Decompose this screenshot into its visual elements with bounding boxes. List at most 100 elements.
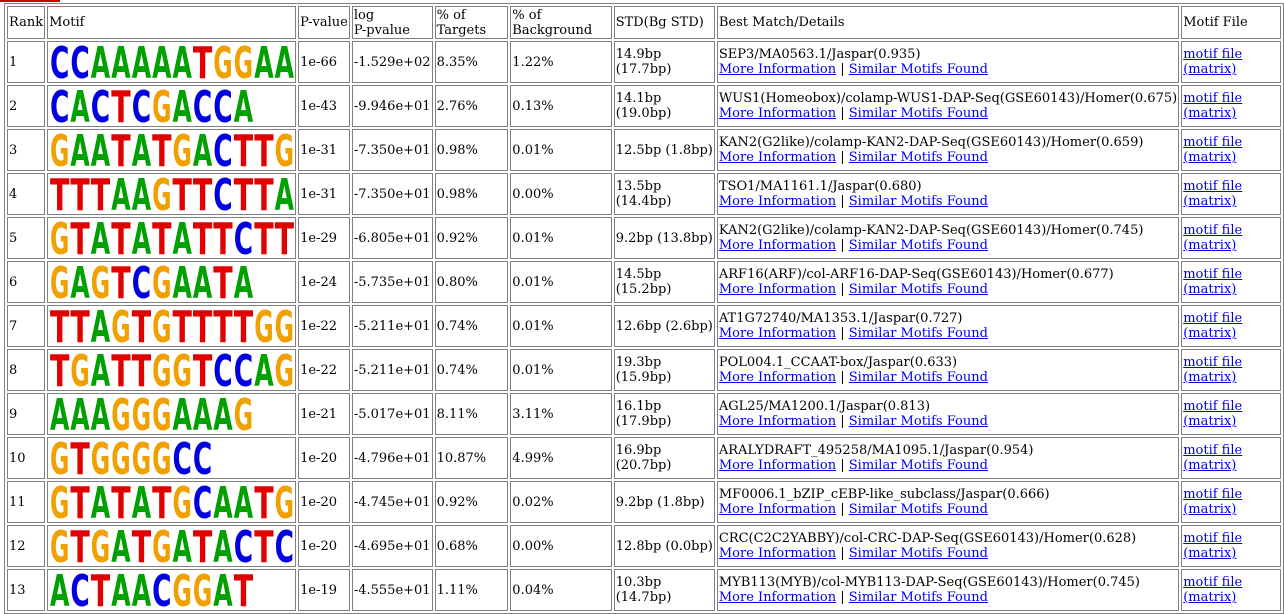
pvalue-cell: 1e-29 <box>298 217 350 259</box>
similar-motifs-link[interactable]: Similar Motifs Found <box>848 194 988 209</box>
motif-file-link[interactable]: motif file <box>1183 47 1243 62</box>
background-cell: 0.00% <box>510 525 612 567</box>
std-value: 13.5bp <box>615 179 662 194</box>
similar-motifs-link[interactable]: Similar Motifs Found <box>848 370 988 385</box>
logo-letter: G <box>152 526 171 566</box>
bg-std-value: (14.4bp) <box>615 194 672 209</box>
logo-letter: G <box>91 438 110 478</box>
best-match-cell: CRC(C2C2YABBY)/col-CRC-DAP-Seq(GSE60143)… <box>716 525 1180 567</box>
logo-letter: A <box>91 130 110 170</box>
similar-motifs-link[interactable]: Similar Motifs Found <box>848 590 988 605</box>
similar-motifs-link[interactable]: Similar Motifs Found <box>848 62 988 77</box>
logo-letter: G <box>234 42 253 82</box>
more-information-link[interactable]: More Information <box>718 546 837 561</box>
logo-letter: A <box>193 262 212 302</box>
bg-std-value: (20.7bp) <box>615 458 672 473</box>
pvalue-cell: 1e-31 <box>298 129 350 171</box>
motif-file-link[interactable]: motif file <box>1183 399 1243 414</box>
similar-motifs-link[interactable]: Similar Motifs Found <box>848 150 988 165</box>
targets-cell: 0.74% <box>434 305 509 347</box>
motif-file-link[interactable]: motif file <box>1183 443 1243 458</box>
matrix-link[interactable]: (matrix) <box>1183 502 1237 517</box>
more-information-link[interactable]: More Information <box>718 282 837 297</box>
matrix-link[interactable]: (matrix) <box>1183 458 1237 473</box>
logo-letter: T <box>173 174 192 214</box>
logo-letter: A <box>173 218 192 258</box>
rank-cell: 12 <box>7 525 46 567</box>
targets-cell: 0.98% <box>434 173 509 215</box>
matrix-link[interactable]: (matrix) <box>1183 546 1237 561</box>
similar-motifs-link[interactable]: Similar Motifs Found <box>848 458 988 473</box>
similar-motifs-link[interactable]: Similar Motifs Found <box>848 106 988 121</box>
similar-motifs-link[interactable]: Similar Motifs Found <box>848 282 988 297</box>
logo-letter: T <box>193 350 212 390</box>
best-match-text: POL004.1_CCAAT-box/Jaspar(0.633) <box>718 355 958 370</box>
logo-letter: G <box>132 438 151 478</box>
motif-file-link[interactable]: motif file <box>1183 355 1243 370</box>
logo-letter: G <box>111 306 130 346</box>
logo-letter: C <box>193 482 212 522</box>
matrix-link[interactable]: (matrix) <box>1183 62 1237 77</box>
logo-letter: T <box>132 526 151 566</box>
matrix-link[interactable]: (matrix) <box>1183 238 1237 253</box>
motif-file-link[interactable]: motif file <box>1183 135 1243 150</box>
matrix-link[interactable]: (matrix) <box>1183 282 1237 297</box>
log-pvalue-cell: -4.745e+01 <box>351 481 433 523</box>
targets-cell: 0.68% <box>434 525 509 567</box>
more-information-link[interactable]: More Information <box>718 502 837 517</box>
motif-file-link[interactable]: motif file <box>1183 311 1243 326</box>
similar-motifs-link[interactable]: Similar Motifs Found <box>848 238 988 253</box>
more-information-link[interactable]: More Information <box>718 590 837 605</box>
more-information-link[interactable]: More Information <box>718 106 837 121</box>
logo-letter: G <box>275 482 294 522</box>
more-information-link[interactable]: More Information <box>718 62 837 77</box>
matrix-link[interactable]: (matrix) <box>1183 150 1237 165</box>
logo-letter: T <box>173 306 192 346</box>
logo-letter: T <box>70 482 89 522</box>
more-information-link[interactable]: More Information <box>718 370 837 385</box>
more-information-link[interactable]: More Information <box>718 458 837 473</box>
motif-file-link[interactable]: motif file <box>1183 179 1243 194</box>
motif-file-link[interactable]: motif file <box>1183 267 1243 282</box>
motif-file-link[interactable]: motif file <box>1183 531 1243 546</box>
motif-file-link[interactable]: motif file <box>1183 487 1243 502</box>
best-match-cell: KAN2(G2like)/colamp-KAN2-DAP-Seq(GSE6014… <box>716 217 1180 259</box>
matrix-link[interactable]: (matrix) <box>1183 106 1237 121</box>
std-cell: 13.5bp (14.4bp) <box>613 173 715 215</box>
motif-file-link[interactable]: motif file <box>1183 575 1243 590</box>
motif-file-link[interactable]: motif file <box>1183 223 1243 238</box>
matrix-link[interactable]: (matrix) <box>1183 414 1237 429</box>
logo-letter: A <box>111 526 130 566</box>
background-cell: 0.01% <box>510 261 612 303</box>
logo-letter: C <box>173 438 192 478</box>
similar-motifs-link[interactable]: Similar Motifs Found <box>848 326 988 341</box>
more-information-link[interactable]: More Information <box>718 326 837 341</box>
best-match-cell: TSO1/MA1161.1/Jaspar(0.680) More Informat… <box>716 173 1180 215</box>
motif-file-link[interactable]: motif file <box>1183 91 1243 106</box>
best-match-cell: AT1G72740/MA1353.1/Jaspar(0.727) More Inf… <box>716 305 1180 347</box>
logo-letter: A <box>91 306 110 346</box>
matrix-link[interactable]: (matrix) <box>1183 326 1237 341</box>
logo-letter: A <box>132 174 151 214</box>
similar-motifs-link[interactable]: Similar Motifs Found <box>848 414 988 429</box>
bg-std-value: (15.9bp) <box>615 370 672 385</box>
similar-motifs-link[interactable]: Similar Motifs Found <box>848 546 988 561</box>
more-information-link[interactable]: More Information <box>718 194 837 209</box>
more-information-link[interactable]: More Information <box>718 238 837 253</box>
targets-cell: 10.87% <box>434 437 509 479</box>
matrix-link[interactable]: (matrix) <box>1183 370 1237 385</box>
more-information-link[interactable]: More Information <box>718 150 837 165</box>
more-information-link[interactable]: More Information <box>718 414 837 429</box>
matrix-link[interactable]: (matrix) <box>1183 194 1237 209</box>
table-row: 5 G T A T A T A T T C T T 1e-29 -6.805e+01 0.92% 0.01% 9.… <box>7 217 1281 259</box>
motif-file-cell: motif file (matrix) <box>1181 525 1281 567</box>
logo-letter: T <box>152 130 171 170</box>
logo-letter: A <box>193 394 212 434</box>
rank-cell: 4 <box>7 173 46 215</box>
matrix-link[interactable]: (matrix) <box>1183 590 1237 605</box>
targets-cell: 0.80% <box>434 261 509 303</box>
similar-motifs-link[interactable]: Similar Motifs Found <box>848 502 988 517</box>
